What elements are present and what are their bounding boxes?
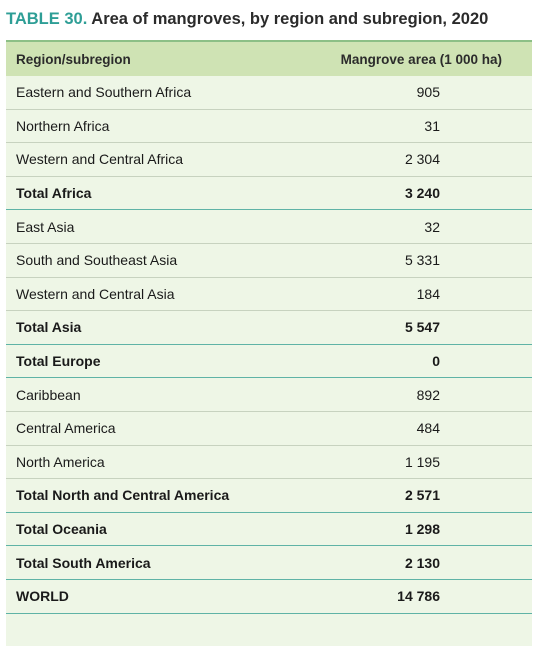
table-row: South and Southeast Asia 5 331: [6, 244, 532, 278]
region-cell: Total Asia: [16, 319, 82, 336]
area-cell: 2 571: [404, 487, 440, 504]
region-cell: Total South America: [16, 554, 151, 571]
table-total-row: Total North and Central America 2 571: [6, 479, 532, 513]
area-cell: 1 298: [404, 521, 440, 538]
area-cell: 484: [416, 420, 440, 437]
region-cell: Caribbean: [16, 386, 81, 403]
region-cell: Western and Central Asia: [16, 285, 175, 302]
table-row: Central America 484: [6, 412, 532, 446]
region-cell: South and Southeast Asia: [16, 252, 178, 269]
region-cell: North America: [16, 453, 105, 470]
area-cell: 2 130: [404, 554, 440, 571]
mangrove-table: Region/subregion Mangrove area (1 000 ha…: [6, 40, 532, 646]
table-number: TABLE 30.: [6, 10, 88, 28]
table-row: Western and Central Asia 184: [6, 278, 532, 312]
table-row: Northern Africa 31: [6, 110, 532, 144]
region-cell: Total Africa: [16, 185, 92, 202]
area-cell: 32: [424, 218, 440, 235]
table-total-row: Total Europe 0: [6, 345, 532, 379]
region-cell: Eastern and Southern Africa: [16, 84, 192, 101]
table-total-row: Total Africa 3 240: [6, 177, 532, 211]
region-cell: WORLD: [16, 588, 69, 605]
area-cell: 184: [416, 285, 440, 302]
table-row: North America 1 195: [6, 446, 532, 480]
region-cell: East Asia: [16, 218, 75, 235]
area-cell: 5 547: [404, 319, 440, 336]
region-cell: Central America: [16, 420, 116, 437]
table-title: TABLE 30. Area of mangroves, by region a…: [6, 6, 536, 32]
area-cell: 1 195: [404, 453, 440, 470]
region-cell: Total North and Central America: [16, 487, 230, 504]
area-cell: 2 304: [404, 151, 440, 168]
table-total-row: Total Oceania 1 298: [6, 513, 532, 547]
area-cell: 0: [432, 353, 440, 370]
region-cell: Total Europe: [16, 353, 101, 370]
region-cell: Northern Africa: [16, 117, 110, 134]
table-total-row: WORLD 14 786: [6, 580, 532, 614]
column-header-region: Region/subregion: [16, 51, 131, 67]
area-cell: 892: [416, 386, 440, 403]
area-cell: 3 240: [404, 185, 440, 202]
table-header-row: Region/subregion Mangrove area (1 000 ha…: [6, 40, 532, 76]
table-caption: Area of mangroves, by region and subregi…: [91, 10, 489, 28]
area-cell: 14 786: [397, 588, 440, 605]
region-cell: Total Oceania: [16, 521, 107, 538]
column-header-area: Mangrove area (1 000 ha): [340, 51, 502, 67]
area-cell: 31: [424, 117, 440, 134]
table-row: Caribbean 892: [6, 378, 532, 412]
area-cell: 5 331: [404, 252, 440, 269]
table-total-row: Total South America 2 130: [6, 546, 532, 580]
table-row: East Asia 32: [6, 210, 532, 244]
table-row: Western and Central Africa 2 304: [6, 143, 532, 177]
area-cell: 905: [416, 84, 440, 101]
table-total-row: Total Asia 5 547: [6, 311, 532, 345]
region-cell: Western and Central Africa: [16, 151, 184, 168]
table-body: Eastern and Southern Africa 905 Northern A…: [6, 76, 532, 614]
table-row: Eastern and Southern Africa 905: [6, 76, 532, 110]
